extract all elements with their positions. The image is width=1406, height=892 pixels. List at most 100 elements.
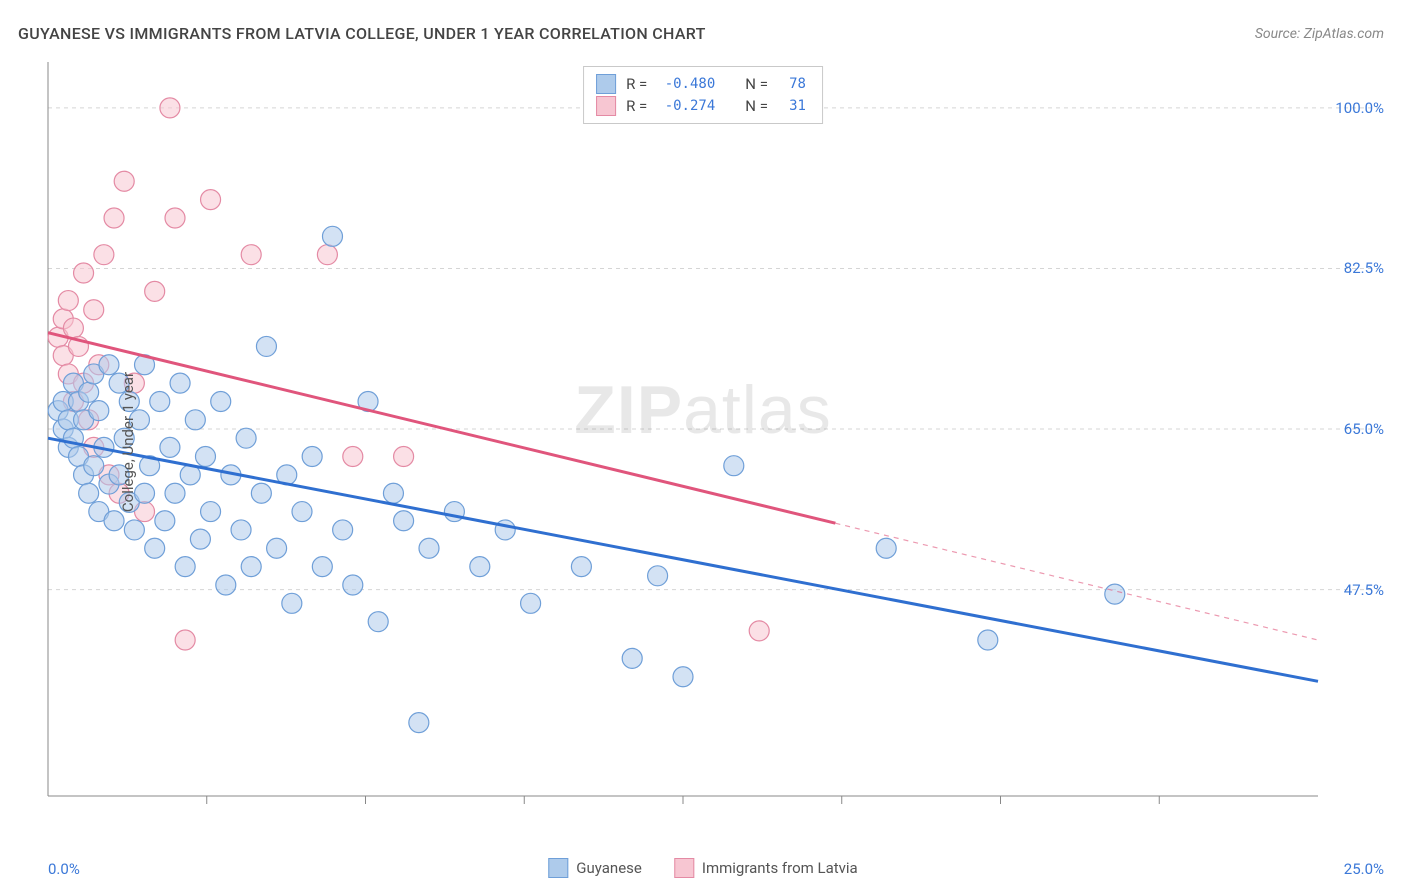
latvia-point bbox=[241, 245, 261, 265]
plot-area: College, Under 1 year bbox=[48, 62, 1378, 822]
chart-title: GUYANESE VS IMMIGRANTS FROM LATVIA COLLE… bbox=[18, 24, 706, 43]
n-value-latvia: 31 bbox=[778, 95, 806, 117]
guyanese-point bbox=[256, 336, 276, 356]
guyanese-point bbox=[79, 483, 99, 503]
guyanese-point bbox=[409, 713, 429, 733]
guyanese-point bbox=[201, 502, 221, 522]
r-value-guyanese: -0.480 bbox=[657, 73, 715, 95]
latvia-point bbox=[94, 245, 114, 265]
latvia-point bbox=[145, 281, 165, 301]
legend-item-guyanese: Guyanese bbox=[548, 858, 642, 878]
gridlines bbox=[48, 108, 1378, 590]
guyanese-point bbox=[333, 520, 353, 540]
guyanese-point bbox=[394, 511, 414, 531]
guyanese-point bbox=[211, 391, 231, 411]
guyanese-point bbox=[1105, 584, 1125, 604]
latvia-point bbox=[201, 190, 221, 210]
guyanese-point bbox=[267, 538, 287, 558]
latvia-point bbox=[74, 263, 94, 283]
guyanese-point bbox=[190, 529, 210, 549]
latvia-point bbox=[394, 447, 414, 467]
guyanese-point bbox=[145, 538, 165, 558]
x-axis-max-label: 25.0% bbox=[1344, 860, 1384, 878]
guyanese-point bbox=[99, 355, 119, 375]
trend-guyanese bbox=[48, 438, 1318, 681]
guyanese-point bbox=[648, 566, 668, 586]
guyanese-point bbox=[521, 593, 541, 613]
n-value-guyanese: 78 bbox=[778, 73, 806, 95]
guyanese-point bbox=[79, 382, 99, 402]
guyanese-point bbox=[241, 557, 261, 577]
legend-item-latvia: Immigrants from Latvia bbox=[674, 858, 858, 878]
x-ticks bbox=[207, 796, 1160, 804]
guyanese-point bbox=[165, 483, 185, 503]
latvia-point bbox=[104, 208, 124, 228]
y-tick-47.5: 47.5% bbox=[1344, 581, 1384, 599]
y-axis-label: College, Under 1 year bbox=[119, 372, 137, 512]
guyanese-point bbox=[195, 447, 215, 467]
series-guyanese bbox=[48, 226, 1125, 732]
latvia-point bbox=[317, 245, 337, 265]
guyanese-point bbox=[170, 373, 190, 393]
guyanese-point bbox=[251, 483, 271, 503]
y-tick-82.5: 82.5% bbox=[1344, 259, 1384, 277]
x-axis-min-label: 0.0% bbox=[48, 860, 80, 878]
trend-latvia bbox=[48, 333, 1318, 640]
latvia-point bbox=[343, 447, 363, 467]
latvia-point bbox=[58, 291, 78, 311]
n-label: N = bbox=[745, 73, 768, 95]
r-value-latvia: -0.274 bbox=[657, 95, 715, 117]
guyanese-point bbox=[150, 391, 170, 411]
guyanese-point bbox=[185, 410, 205, 430]
chart-svg bbox=[48, 62, 1378, 822]
n-label: N = bbox=[745, 95, 768, 117]
latvia-point bbox=[160, 98, 180, 118]
r-label: R = bbox=[626, 95, 647, 117]
guyanese-point bbox=[978, 630, 998, 650]
guyanese-point bbox=[231, 520, 251, 540]
legend-swatch-guyanese bbox=[548, 858, 568, 878]
guyanese-point bbox=[368, 612, 388, 632]
legend-swatch-latvia bbox=[674, 858, 694, 878]
guyanese-point bbox=[104, 511, 124, 531]
guyanese-point bbox=[135, 483, 155, 503]
swatch-guyanese bbox=[596, 74, 616, 94]
stats-row-guyanese: R = -0.480 N = 78 bbox=[596, 73, 806, 95]
stats-legend-box: R = -0.480 N = 78 R = -0.274 N = 31 bbox=[583, 66, 823, 124]
guyanese-point bbox=[292, 502, 312, 522]
guyanese-point bbox=[419, 538, 439, 558]
guyanese-point bbox=[343, 575, 363, 595]
guyanese-point bbox=[216, 575, 236, 595]
bottom-legend: Guyanese Immigrants from Latvia bbox=[548, 858, 857, 878]
guyanese-point bbox=[470, 557, 490, 577]
latvia-point bbox=[749, 621, 769, 641]
guyanese-point bbox=[282, 593, 302, 613]
guyanese-point bbox=[302, 447, 322, 467]
latvia-point bbox=[114, 171, 134, 191]
guyanese-point bbox=[160, 437, 180, 457]
guyanese-point bbox=[175, 557, 195, 577]
guyanese-point bbox=[571, 557, 591, 577]
guyanese-point bbox=[84, 456, 104, 476]
swatch-latvia bbox=[596, 96, 616, 116]
stats-row-latvia: R = -0.274 N = 31 bbox=[596, 95, 806, 117]
y-tick-65: 65.0% bbox=[1344, 420, 1384, 438]
latvia-point bbox=[84, 300, 104, 320]
latvia-point bbox=[175, 630, 195, 650]
legend-label-guyanese: Guyanese bbox=[576, 859, 642, 877]
guyanese-point bbox=[876, 538, 896, 558]
latvia-point bbox=[165, 208, 185, 228]
r-label: R = bbox=[626, 73, 647, 95]
source-label: Source: ZipAtlas.com bbox=[1255, 26, 1384, 42]
guyanese-point bbox=[383, 483, 403, 503]
guyanese-point bbox=[124, 520, 144, 540]
legend-label-latvia: Immigrants from Latvia bbox=[702, 859, 858, 877]
guyanese-point bbox=[322, 226, 342, 246]
guyanese-point bbox=[673, 667, 693, 687]
guyanese-point bbox=[89, 401, 109, 421]
guyanese-point bbox=[622, 648, 642, 668]
guyanese-point bbox=[236, 428, 256, 448]
guyanese-point bbox=[312, 557, 332, 577]
guyanese-point bbox=[724, 456, 744, 476]
guyanese-point bbox=[155, 511, 175, 531]
